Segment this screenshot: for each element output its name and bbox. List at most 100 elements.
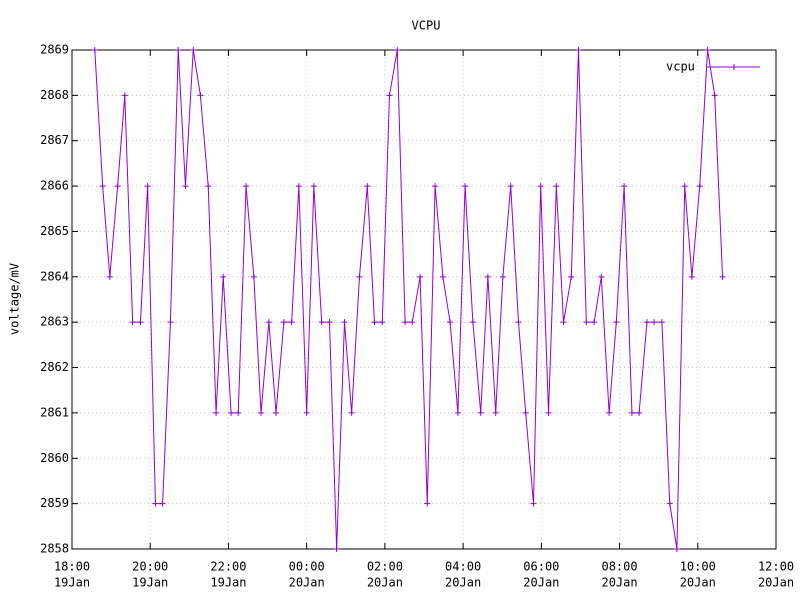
point bbox=[394, 47, 401, 53]
x-tick-label: 20:00 bbox=[132, 560, 168, 574]
point bbox=[167, 319, 174, 326]
x-tick-label: 12:00 bbox=[758, 560, 794, 574]
point bbox=[432, 183, 439, 190]
x-tick-label: 20Jan bbox=[758, 576, 794, 590]
y-tick-label: 2869 bbox=[40, 43, 69, 57]
point bbox=[484, 273, 491, 280]
x-tick-label: 08:00 bbox=[601, 560, 637, 574]
point bbox=[439, 273, 446, 280]
point bbox=[250, 273, 257, 280]
point bbox=[121, 92, 128, 99]
point bbox=[688, 273, 695, 280]
x-tick-label: 02:00 bbox=[367, 560, 403, 574]
point bbox=[197, 92, 204, 99]
x-tick-label: 06:00 bbox=[523, 560, 559, 574]
point bbox=[213, 409, 220, 416]
x-tick-label: 10:00 bbox=[680, 560, 716, 574]
point bbox=[711, 92, 718, 99]
point bbox=[310, 183, 317, 190]
y-tick-label: 2867 bbox=[40, 133, 69, 147]
point bbox=[462, 183, 469, 190]
point bbox=[228, 409, 235, 416]
point bbox=[265, 319, 272, 326]
point bbox=[220, 273, 227, 280]
point bbox=[129, 319, 136, 326]
point bbox=[424, 500, 431, 507]
y-tick-label: 2859 bbox=[40, 496, 69, 510]
point bbox=[492, 409, 499, 416]
point bbox=[613, 319, 620, 326]
x-tick-label: 19Jan bbox=[210, 576, 246, 590]
x-tick-label: 20Jan bbox=[601, 576, 637, 590]
y-tick-label: 2862 bbox=[40, 360, 69, 374]
point bbox=[379, 319, 386, 326]
point bbox=[417, 273, 424, 280]
point bbox=[273, 409, 280, 416]
point bbox=[243, 183, 250, 190]
y-tick-label: 2863 bbox=[40, 315, 69, 329]
x-tick-label: 20Jan bbox=[289, 576, 325, 590]
point bbox=[341, 319, 348, 326]
point bbox=[333, 546, 340, 552]
point bbox=[621, 183, 628, 190]
point bbox=[348, 409, 355, 416]
y-tick-label: 2868 bbox=[40, 88, 69, 102]
point bbox=[144, 183, 151, 190]
chart-title: VCPU bbox=[412, 19, 441, 33]
point bbox=[175, 47, 182, 53]
point bbox=[522, 409, 529, 416]
point bbox=[356, 273, 363, 280]
point bbox=[114, 183, 121, 190]
point bbox=[99, 183, 106, 190]
point bbox=[137, 319, 144, 326]
y-tick-label: 2861 bbox=[40, 405, 69, 419]
y-tick-label: 2865 bbox=[40, 224, 69, 238]
point bbox=[280, 319, 287, 326]
point bbox=[447, 319, 454, 326]
y-tick-label: 2866 bbox=[40, 179, 69, 193]
point bbox=[190, 47, 197, 53]
point bbox=[530, 500, 537, 507]
point bbox=[159, 500, 166, 507]
point bbox=[636, 409, 643, 416]
point bbox=[553, 183, 560, 190]
x-tick-label: 20Jan bbox=[523, 576, 559, 590]
series-line bbox=[94, 49, 724, 550]
point bbox=[499, 273, 506, 280]
point bbox=[666, 500, 673, 507]
point bbox=[507, 183, 514, 190]
legend-label: vcpu bbox=[666, 60, 695, 74]
point bbox=[402, 319, 409, 326]
y-axis-label: voltage/mV bbox=[8, 263, 22, 335]
point bbox=[386, 92, 393, 99]
point bbox=[364, 183, 371, 190]
x-tick-label: 20Jan bbox=[367, 576, 403, 590]
x-tick-label: 18:00 bbox=[54, 560, 90, 574]
point bbox=[258, 409, 265, 416]
point bbox=[318, 319, 325, 326]
point bbox=[537, 183, 544, 190]
point bbox=[598, 273, 605, 280]
point bbox=[673, 546, 680, 552]
point bbox=[696, 183, 703, 190]
y-tick-label: 2864 bbox=[40, 269, 69, 283]
x-tick-label: 19Jan bbox=[132, 576, 168, 590]
point bbox=[704, 47, 711, 53]
point bbox=[409, 319, 416, 326]
point bbox=[371, 319, 378, 326]
point bbox=[719, 273, 726, 280]
point bbox=[658, 319, 665, 326]
point bbox=[182, 183, 189, 190]
y-tick-label: 2858 bbox=[40, 542, 69, 556]
point bbox=[568, 273, 575, 280]
point bbox=[288, 319, 295, 326]
point bbox=[477, 409, 484, 416]
point bbox=[606, 409, 613, 416]
point bbox=[295, 183, 302, 190]
point bbox=[469, 319, 476, 326]
legend-swatch bbox=[731, 64, 737, 70]
x-tick-label: 19Jan bbox=[54, 576, 90, 590]
point bbox=[681, 183, 688, 190]
point bbox=[152, 500, 159, 507]
